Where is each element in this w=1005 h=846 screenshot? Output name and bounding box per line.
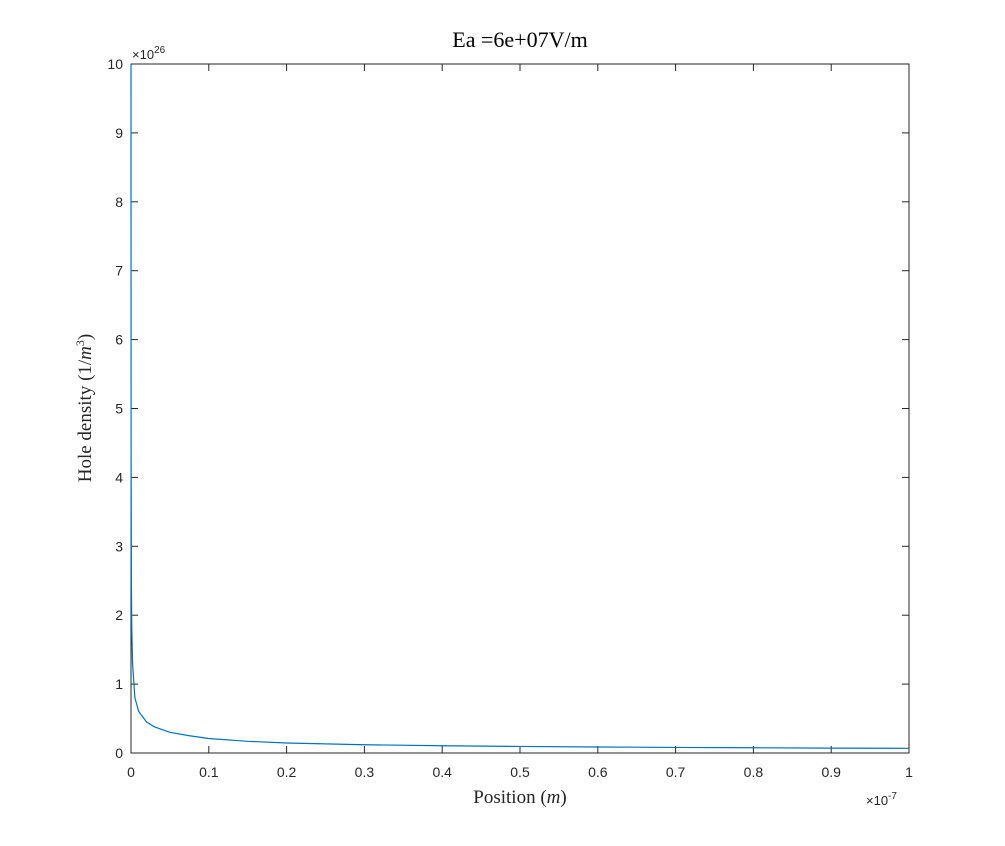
series-line-1 xyxy=(130,63,910,749)
x-tick-label: 0.5 xyxy=(510,764,530,780)
x-tick-label: 0.9 xyxy=(821,764,841,780)
x-axis-label: Position (m) xyxy=(473,787,566,808)
x-tick-label: 0.6 xyxy=(588,764,608,780)
y-ticks xyxy=(131,63,909,754)
y-axis-label: Hole density (1/m3) xyxy=(73,334,96,483)
y-tick-label: 2 xyxy=(115,607,123,623)
x-ticks xyxy=(130,64,910,753)
y-tick-label: 8 xyxy=(115,194,123,210)
y-tick-label: 1 xyxy=(115,676,123,692)
axes-box xyxy=(130,63,910,754)
y-tick-label: 9 xyxy=(115,125,123,141)
series-layer xyxy=(130,63,910,749)
x-tick-label: 0.2 xyxy=(277,764,297,780)
y-tick-label: 0 xyxy=(115,745,123,761)
plot-area: 0 0.1 0.2 0.3 0.4 0.5 0.6 0.7 0.8 0.9 1 0 1 2 3 4 5 6 7 8 9… xyxy=(107,56,913,780)
y-tick-label: 5 xyxy=(115,401,123,417)
x-tick-label: 0.7 xyxy=(666,764,686,780)
y-axis-multiplier: ×1026 xyxy=(132,45,166,62)
y-tick-label: 6 xyxy=(115,332,123,348)
x-tick-label: 0.1 xyxy=(199,764,219,780)
chart-title: Ea =6e+07V/m xyxy=(452,27,587,52)
x-tick-label: 0 xyxy=(127,764,135,780)
x-tick-label: 0.4 xyxy=(432,764,452,780)
y-multiplier-exponent: 26 xyxy=(154,45,166,56)
y-tick-label: 3 xyxy=(115,538,123,554)
x-tick-label: 0.8 xyxy=(744,764,764,780)
y-tick-label: 10 xyxy=(107,56,123,72)
x-axis-multiplier: ×10-7 xyxy=(866,791,897,808)
x-tick-label: 0.3 xyxy=(355,764,375,780)
x-tick-label: 1 xyxy=(905,764,913,780)
x-multiplier-base: ×10 xyxy=(866,793,888,808)
y-tick-label: 7 xyxy=(115,263,123,279)
y-tick-labels: 0 1 2 3 4 5 6 7 8 9 10 xyxy=(107,56,123,761)
y-multiplier-base: ×10 xyxy=(132,47,154,62)
x-tick-labels: 0 0.1 0.2 0.3 0.4 0.5 0.6 0.7 0.8 0.9 1 xyxy=(127,764,913,780)
x-multiplier-exponent: -7 xyxy=(888,791,897,802)
y-tick-label: 4 xyxy=(115,469,123,485)
